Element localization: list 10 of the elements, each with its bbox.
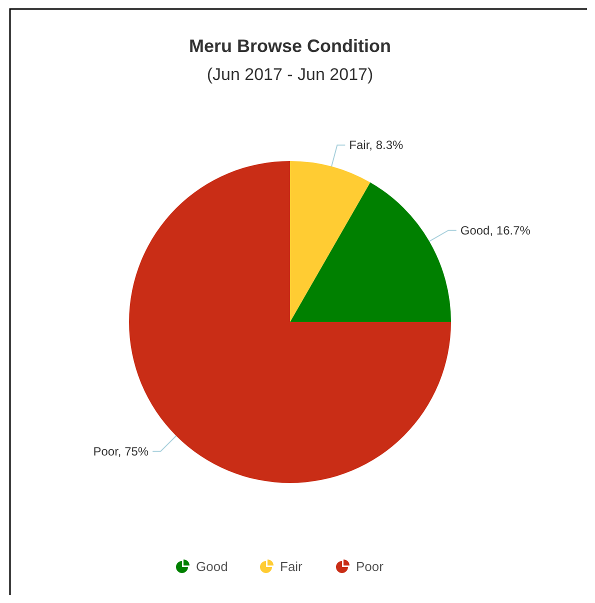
legend-label: Poor: [356, 559, 384, 574]
data-label: Good, 16.7%: [460, 223, 531, 238]
legend-label: Good: [196, 559, 228, 574]
pie-slice: [290, 182, 451, 322]
chart-title: Meru Browse Condition: [189, 36, 391, 56]
pie-slice: [290, 161, 370, 322]
legend-label: Fair: [280, 559, 304, 574]
data-label: Poor, 75%: [93, 444, 149, 458]
data-label: Fair, 8.3%: [349, 138, 404, 152]
chart-subtitle: (Jun 2017 - Jun 2017): [206, 65, 374, 84]
